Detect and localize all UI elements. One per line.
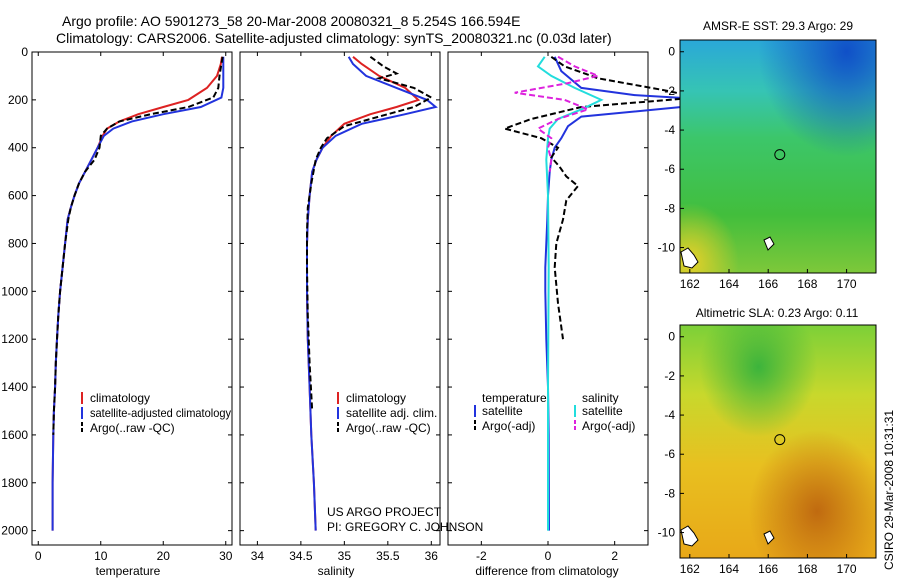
pi-credit: PI: GREGORY C. JOHNSON [327, 520, 483, 534]
sst-warm-region [680, 40, 876, 273]
sst-coastline [680, 247, 699, 269]
x-tick-label: 10 [94, 549, 108, 563]
y-tick-label: 200 [8, 93, 28, 107]
y-tick-label: 800 [8, 236, 28, 250]
y-tick-label: 1600 [1, 428, 28, 442]
map-x-tick-label: 164 [719, 277, 739, 291]
map-y-tick-label: -6 [664, 162, 675, 176]
legend-title-salinity: salinity [582, 391, 619, 405]
difference-axis-label: difference from climatology [475, 564, 618, 578]
y-tick-label: 0 [21, 45, 28, 59]
sla-island [763, 530, 775, 545]
legend-label-climatology: climatology [346, 391, 406, 405]
sst-map-title: AMSR-E SST: 29.3 Argo: 29 [703, 19, 853, 33]
y-tick-label: 1000 [1, 284, 28, 298]
legend-title-temperature: temperature [482, 391, 547, 405]
legend-label-sal-satellite: satellite [582, 404, 623, 418]
x-tick-label: 36 [425, 549, 439, 563]
map-x-tick-label: 170 [837, 277, 857, 291]
x-tick-label: 34 [251, 549, 265, 563]
y-tick-label: 600 [8, 189, 28, 203]
sst-map-panel: 162 164 166 168 170 0 -2 -4 -6 -8 -10 [658, 39, 877, 291]
legend-label-sal-argo: Argo(-adj) [582, 419, 635, 433]
y-tick-label: 2000 [1, 524, 28, 538]
sla-map-title: Altimetric SLA: 0.23 Argo: 0.11 [696, 306, 859, 320]
y-tick-label: 1400 [1, 380, 28, 394]
map-x-tick-label: 170 [837, 562, 857, 576]
difference-legend: temperature satellite Argo(-adj) salinit… [474, 391, 635, 433]
map-y-tick-label: 0 [668, 330, 675, 344]
sla-frame [679, 324, 877, 559]
map-y-tick-label: -4 [664, 123, 675, 137]
argo-position-marker [774, 434, 786, 446]
difference-panel: -2 0 2 [447, 51, 715, 563]
salinity-plot-frame [239, 51, 441, 546]
series-line-satellite-adj-clim [306, 56, 438, 531]
map-y-tick-label: -6 [664, 447, 675, 461]
map-y-tick-label: 0 [668, 45, 675, 59]
argo-position-marker [774, 149, 786, 161]
series-line-satellite-adjusted-climatology [51, 56, 225, 531]
salinity-panel: 34 34.5 35 35.5 36 [239, 51, 441, 563]
salinity-legend: climatology satellite adj. clim. Argo(..… [337, 391, 437, 435]
series-line-argo-raw-qc [306, 55, 434, 412]
x-tick-label: -2 [476, 549, 487, 563]
temperature-axis-label: temperature [96, 564, 161, 578]
map-y-tick-label: -2 [664, 84, 675, 98]
y-tick-label: 400 [8, 141, 28, 155]
map-x-tick-label: 166 [758, 277, 778, 291]
x-tick-label: 0 [545, 549, 552, 563]
sst-frame [679, 39, 877, 274]
map-y-tick-label: -4 [664, 408, 675, 422]
legend-label-temp-argo: Argo(-adj) [482, 419, 535, 433]
map-x-tick-label: 168 [797, 277, 817, 291]
series-line-salinity-satellite [536, 56, 604, 531]
sla-map-panel: 162 164 166 168 170 0 -2 -4 -6 -8 -10 [658, 324, 877, 576]
temperature-legend: climatology satellite-adjusted climatolo… [81, 391, 231, 435]
map-y-tick-label: -10 [658, 526, 676, 540]
sla-low-region [680, 325, 876, 558]
x-tick-label: 20 [157, 549, 171, 563]
x-tick-label: 35.5 [376, 549, 400, 563]
series-line-climatology [306, 56, 421, 531]
salinity-axis-label: salinity [318, 564, 355, 578]
map-x-tick-label: 164 [719, 562, 739, 576]
map-x-tick-label: 162 [680, 562, 700, 576]
x-tick-label: 0 [35, 549, 42, 563]
map-x-tick-label: 162 [680, 277, 700, 291]
map-x-tick-label: 168 [797, 562, 817, 576]
sst-island [763, 236, 775, 251]
legend-label-temp-satellite: satellite [482, 404, 523, 418]
sla-coastline [680, 525, 699, 547]
legend-label-argo: Argo(..raw -QC) [90, 421, 175, 435]
series-line-climatology [51, 56, 223, 531]
temperature-plot-frame [31, 51, 233, 546]
series-line-temperature-argo-adj [501, 55, 699, 340]
project-credit: US ARGO PROJECT [327, 505, 442, 519]
legend-label-climatology: climatology [90, 391, 150, 405]
x-tick-label: 30 [219, 549, 233, 563]
legend-label-argo: Argo(..raw -QC) [346, 421, 431, 435]
map-x-tick-label: 166 [758, 562, 778, 576]
x-tick-label: 35 [338, 549, 352, 563]
map-y-tick-label: -10 [658, 241, 676, 255]
figure-title-line1: Argo profile: AO 5901273_58 20-Mar-2008 … [62, 13, 520, 29]
csiro-timestamp: CSIRO 29-Mar-2008 10:31:31 [882, 410, 896, 570]
temperature-panel: 0 10 20 30 0 200 400 600 800 1000 1200 1400 1600 1800… [1, 45, 232, 563]
map-y-tick-label: -8 [664, 486, 675, 500]
map-y-tick-label: -2 [664, 369, 675, 383]
y-tick-label: 1200 [1, 332, 28, 346]
y-tick-label: 1800 [1, 476, 28, 490]
legend-label-satellite: satellite-adjusted climatology [90, 406, 231, 420]
x-tick-label: 2 [611, 549, 618, 563]
map-y-tick-label: -8 [664, 201, 675, 215]
figure-title-line2: Climatology: CARS2006. Satellite-adjuste… [56, 30, 612, 46]
x-tick-label: 34.5 [289, 549, 313, 563]
series-line-argo-raw-qc [52, 56, 224, 435]
legend-label-satellite: satellite adj. clim. [346, 406, 437, 420]
